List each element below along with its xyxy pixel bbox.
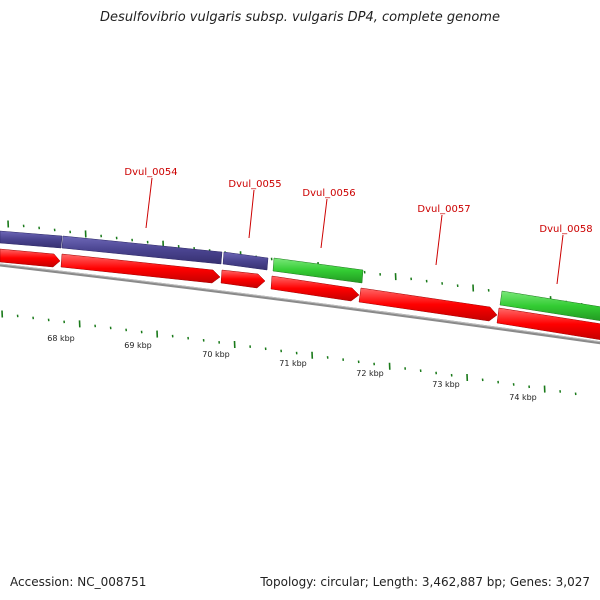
cds-arrow-2[interactable] xyxy=(60,253,221,284)
gene-labels: Dvul_0054 Dvul_0055 Dvul_0056 Dvul_0057 … xyxy=(124,167,592,235)
cds-arrow-1[interactable] xyxy=(0,248,61,268)
kbp-scale-labels: 68 kbp 69 kbp 70 kbp 71 kbp 72 kbp 73 kb… xyxy=(47,334,537,402)
green-feature-track xyxy=(272,257,600,321)
cds-arrow-3[interactable] xyxy=(220,269,266,289)
cds-arrow-6[interactable] xyxy=(496,307,600,340)
genome-summary-text: Topology: circular; Length: 3,462,887 bp… xyxy=(260,575,590,589)
kbp-label-74: 74 kbp xyxy=(509,393,537,402)
leader-dvul-0057 xyxy=(435,214,443,266)
cds-arrow-4[interactable] xyxy=(270,275,360,302)
blue-feature-1[interactable] xyxy=(0,230,63,249)
kbp-label-70: 70 kbp xyxy=(202,350,230,359)
leader-dvul-0054 xyxy=(145,177,153,229)
kbp-label-72: 72 kbp xyxy=(356,369,384,378)
genome-backbone-highlight xyxy=(0,263,600,343)
gene-label-dvul-0057[interactable]: Dvul_0057 xyxy=(417,204,470,215)
map-title: Desulfovibrio vulgaris subsp. vulgaris D… xyxy=(100,10,500,25)
kbp-label-69: 69 kbp xyxy=(124,341,152,350)
lower-minor-ticks xyxy=(1,310,577,396)
kbp-label-73: 73 kbp xyxy=(432,380,460,389)
blue-feature-3[interactable] xyxy=(222,251,269,271)
lower-tick-track xyxy=(1,310,577,396)
blue-feature-track xyxy=(0,230,269,271)
gene-label-dvul-0055[interactable]: Dvul_0055 xyxy=(228,179,281,190)
leader-dvul-0056 xyxy=(320,198,328,249)
gene-label-dvul-0054[interactable]: Dvul_0054 xyxy=(124,167,177,178)
green-feature-2[interactable] xyxy=(499,290,600,321)
accession-text: Accession: NC_008751 xyxy=(10,575,147,589)
kbp-label-71: 71 kbp xyxy=(279,359,307,368)
gene-label-dvul-0056[interactable]: Dvul_0056 xyxy=(302,188,355,199)
kbp-label-68: 68 kbp xyxy=(47,334,75,343)
gene-label-dvul-0058[interactable]: Dvul_0058 xyxy=(539,224,592,235)
cds-arrow-5[interactable] xyxy=(358,287,498,322)
genome-backbone xyxy=(0,263,600,345)
cds-arrow-track xyxy=(0,248,600,340)
blue-feature-2[interactable] xyxy=(61,235,223,265)
leader-dvul-0058 xyxy=(556,234,564,285)
gene-label-leaders xyxy=(145,177,564,285)
green-feature-1[interactable] xyxy=(272,257,364,284)
leader-dvul-0055 xyxy=(248,189,255,239)
